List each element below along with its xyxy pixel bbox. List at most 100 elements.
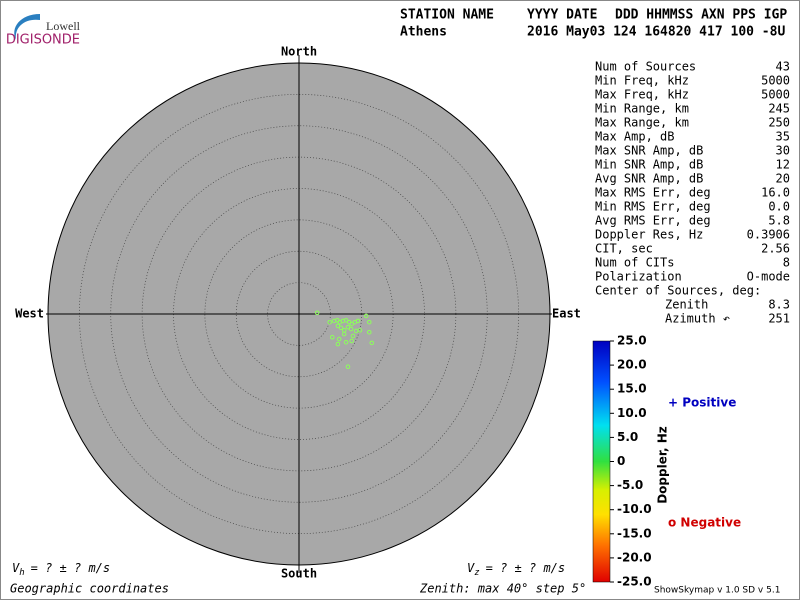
stat-label: Min Freq, kHz: [595, 74, 689, 88]
vh: Vh = ? ± ? m/s: [12, 561, 110, 578]
stat-label: Min Range, km: [595, 102, 689, 116]
stat-label: Polarization: [595, 270, 682, 284]
source-point: [363, 313, 369, 319]
stat-label: Num of Sources: [595, 60, 696, 74]
source-point: [355, 318, 361, 324]
stat-label: Zenith: [665, 298, 708, 312]
source-point: [366, 329, 372, 335]
colorbar: [592, 340, 611, 583]
stats-table: Num of Sources 43 Min Freq, kHz 5000 Max Fre…: [595, 60, 790, 326]
colorbar-tick-label: 0: [617, 454, 625, 468]
logo-bottom: DIGISONDE: [6, 33, 80, 48]
source-point: [335, 341, 341, 347]
stat-label: Azimuth ↶: [665, 312, 730, 326]
colorbar-tick-label: 15.0: [617, 382, 647, 396]
stat-value: 245: [768, 102, 790, 116]
footer-left: Geographic coordinates: [10, 582, 169, 596]
source-point: [327, 319, 333, 325]
colorbar-tick-label: 25.0: [617, 334, 647, 348]
vh-symbol: V: [12, 561, 20, 575]
stat-label: Min SNR Amp, dB: [595, 158, 703, 172]
compass-north: North: [281, 45, 317, 59]
source-point: [348, 326, 354, 332]
legend-negative: o Negative: [668, 516, 741, 530]
compass-east: East: [552, 307, 581, 321]
stat-label: Max SNR Amp, dB: [595, 144, 703, 158]
stat-value: 0.3906: [747, 228, 790, 242]
header-label: STATION NAME: [400, 8, 494, 23]
source-point: [357, 328, 363, 333]
source-point: [343, 317, 349, 323]
stat-value: 251: [768, 312, 790, 326]
source-point: [314, 310, 320, 316]
stat-label: Num of CITs: [595, 256, 674, 270]
logo-top: Lowell: [46, 19, 81, 33]
stat-value: 8.3: [768, 298, 790, 312]
vz: Vz = ? ± ? m/s: [467, 561, 565, 578]
stat-value: 5000: [761, 74, 790, 88]
colorbar-tick-label: 5.0: [617, 430, 638, 444]
vh-text: = ? ± ? m/s: [31, 561, 110, 575]
stat-value: 8: [783, 256, 790, 270]
stat-value: 30: [776, 144, 790, 158]
header-values: 2016 May03 124 164820 417 100 -8U: [527, 25, 785, 40]
source-point: [335, 323, 341, 329]
footer-right: ShowSkymap v 1.0 SD v 5.1: [654, 586, 780, 596]
colorbar-tick-label: -25.0: [617, 575, 652, 589]
source-point: [349, 338, 355, 344]
vh-sub: h: [19, 568, 24, 578]
colorbar-tick-label: -10.0: [617, 502, 652, 516]
stat-label: Max Range, km: [595, 116, 689, 130]
colorbar-ticks: 25.0 20.0 15.0 10.0 5.0 0 -5.0 -10.0 -15.0 -20.0 -…: [610, 334, 652, 589]
colorbar-tick-label: -15.0: [617, 526, 652, 540]
stat-label: Max Freq, kHz: [595, 88, 689, 102]
header-label: YYYY DATE: [527, 8, 597, 23]
stat-value: 43: [776, 60, 790, 74]
source-point: [369, 340, 375, 346]
stat-label: CIT, sec: [595, 242, 653, 256]
stat-value: 35: [776, 130, 790, 144]
skymap: [46, 55, 552, 573]
station-name: Athens: [400, 25, 447, 40]
source-point: [338, 325, 344, 331]
compass-west: West: [15, 307, 44, 321]
stat-label: Avg SNR Amp, dB: [595, 172, 703, 186]
stat-value: 5000: [761, 88, 790, 102]
stat-value: 20: [776, 172, 790, 186]
colorbar-tick-label: -5.0: [617, 478, 643, 492]
source-point: [349, 321, 355, 327]
header-label: DDD HHMMSS AXN PPS IGP: [615, 8, 787, 23]
colorbar-tick-label: -20.0: [617, 550, 652, 564]
colorbar-tick-label: 10.0: [617, 406, 647, 420]
source-point: [343, 339, 349, 345]
stat-value: 12: [776, 158, 790, 172]
vz-text: = ? ± ? m/s: [486, 561, 565, 575]
stat-section: Center of Sources, deg:: [595, 284, 761, 298]
stat-value: 16.0: [761, 186, 790, 200]
stat-label: Max Amp, dB: [595, 130, 674, 144]
stat-label: Avg RMS Err, deg: [595, 214, 711, 228]
footer-center: Zenith: max 40° step 5°: [419, 582, 586, 596]
stat-value: 0.0: [768, 200, 790, 214]
logo-swoosh: [14, 14, 40, 40]
stat-value: O-mode: [747, 270, 790, 284]
source-point: [345, 324, 351, 330]
source-point: [366, 319, 372, 325]
vz-sub: z: [474, 568, 479, 578]
source-point: [345, 364, 351, 370]
stat-label: Min RMS Err, deg: [595, 200, 711, 214]
legend-positive: + Positive: [668, 396, 736, 410]
source-point: [336, 336, 342, 342]
colorbar-tick-label: 20.0: [617, 358, 647, 372]
stat-value: 250: [768, 116, 790, 130]
compass-south: South: [281, 567, 317, 581]
source-point: [350, 333, 356, 339]
stat-value: 2.56: [761, 242, 790, 256]
vz-symbol: V: [467, 561, 475, 575]
colorbar-label: Doppler, Hz: [656, 426, 670, 504]
stat-value: 5.8: [768, 214, 790, 228]
source-point: [329, 334, 335, 340]
stat-label: Max RMS Err, deg: [595, 186, 711, 200]
